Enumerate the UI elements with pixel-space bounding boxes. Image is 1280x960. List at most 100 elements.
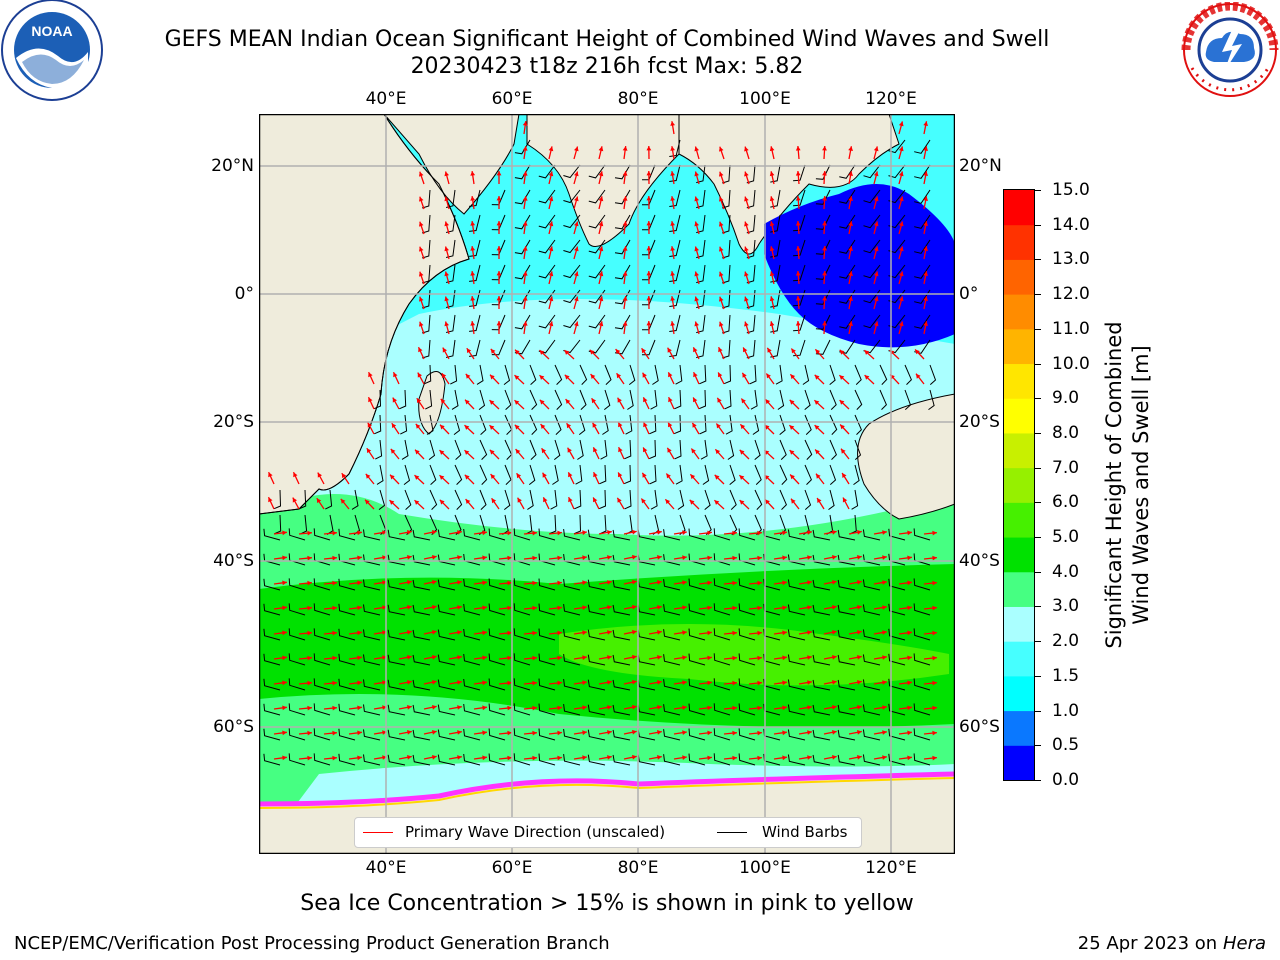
colorbar-segment [1004, 710, 1034, 746]
wave-arrow-head [932, 530, 937, 536]
colorbar-tick-mark [1035, 502, 1041, 504]
wind-barb [863, 239, 881, 254]
wave-arrow-head [382, 655, 387, 660]
wave-arrow-head [632, 679, 637, 685]
wave-arrow-head [582, 680, 587, 686]
wave-arrow-head [822, 321, 827, 326]
wave-arrow-head [665, 499, 671, 505]
wave-arrow-head [898, 171, 904, 177]
wave-arrow-head [643, 422, 648, 428]
wind-barb [863, 214, 881, 229]
wind-barb [904, 364, 912, 385]
wind-barb [815, 314, 831, 330]
wind-barb [587, 629, 606, 641]
wave-arrow-head [641, 348, 647, 354]
wave-arrow-head [368, 397, 373, 403]
wind-barb [815, 264, 831, 280]
wind-barb [863, 264, 881, 279]
wind-barb [738, 528, 756, 541]
wind-barb [463, 578, 481, 591]
wave-arrow-head [566, 423, 572, 429]
wind-barb [669, 339, 681, 357]
wave-arrow-head [567, 447, 572, 453]
wave-arrow-head [932, 705, 937, 711]
wind-barb [913, 528, 931, 541]
wave-arrow-head [616, 373, 622, 379]
wave-arrow-head [489, 449, 495, 455]
wave-arrow-head [557, 705, 562, 711]
wave-arrow-head [732, 655, 737, 661]
colorbar-segment [1004, 259, 1034, 295]
wind-barb [815, 164, 831, 180]
wind-barb [669, 264, 681, 282]
wind-barb [839, 214, 856, 229]
colorbar-tick-mark [1035, 641, 1041, 643]
wind-barb [688, 703, 706, 716]
wind-barb [579, 364, 588, 385]
wave-arrow-head [632, 604, 637, 610]
wave-arrow-head [470, 246, 476, 251]
wind-barb [338, 578, 356, 591]
wind-barb [754, 489, 763, 510]
wind-barb [837, 654, 856, 666]
wind-barb [469, 239, 481, 257]
wind-barb [854, 439, 862, 460]
wind-barb [812, 529, 831, 541]
wave-arrow-head [532, 655, 537, 661]
wave-arrow-head [432, 655, 437, 660]
land-india [526, 114, 680, 247]
wind-barb [729, 489, 737, 510]
wave-arrow-head [822, 171, 827, 176]
wave-arrow-head [832, 530, 837, 535]
wave-arrow-head [307, 680, 312, 686]
wind-barb [513, 678, 531, 691]
wave-arrow-head [307, 555, 312, 561]
wave-arrow-head [382, 630, 387, 635]
wave-arrow-head [757, 755, 762, 761]
wind-barb [913, 678, 931, 691]
wave-arrow-head [432, 730, 437, 735]
wave-arrow-head [782, 655, 787, 661]
wave-arrow-head [598, 321, 604, 327]
wave-arrow-head [923, 221, 928, 226]
wave-arrow-head [739, 475, 745, 480]
wave-arrow-head [491, 498, 497, 504]
wind-barb [469, 264, 481, 282]
wind-barb [862, 679, 881, 691]
colorbar-segment [1004, 537, 1034, 573]
wind-barb [913, 703, 931, 716]
wave-arrow-head [598, 271, 604, 277]
wave-arrow-head [470, 196, 476, 201]
wind-barb [812, 754, 831, 766]
wind-barb [454, 439, 462, 460]
wind-barb [514, 314, 531, 330]
colorbar-label-line2: Wind Waves and Swell [m] [1129, 345, 1153, 625]
wave-arrow-head [307, 530, 312, 536]
wind-barb [263, 628, 281, 641]
wind-barb [575, 464, 583, 485]
wind-barb [587, 604, 606, 616]
wave-arrow-head [632, 729, 637, 735]
wave-arrow-head [482, 555, 487, 561]
wind-barb [600, 439, 608, 460]
wave-arrow-head [916, 373, 921, 379]
wave-arrow-head [548, 271, 554, 277]
wind-barb [263, 528, 281, 541]
wave-arrow-head [848, 196, 853, 201]
colorbar-tick-mark [1035, 467, 1041, 469]
wind-barb [527, 489, 534, 510]
colorbar-segment [1004, 224, 1034, 260]
wave-arrow-head [670, 321, 675, 326]
wind-barb [587, 679, 606, 691]
wave-arrow-head [898, 221, 904, 227]
wave-arrow-head [657, 580, 662, 585]
wave-arrow-head [657, 605, 662, 610]
colorbar-tick-label: 9.0 [1052, 388, 1080, 409]
lat-tick-left: 60°S [213, 717, 254, 737]
wind-barb [779, 439, 787, 460]
wind-barb [387, 654, 406, 666]
lon-tick-top: 100°E [739, 89, 791, 109]
wave-arrow-head [419, 221, 424, 227]
wind-barb [263, 578, 281, 591]
wave-arrow-head [465, 399, 470, 405]
